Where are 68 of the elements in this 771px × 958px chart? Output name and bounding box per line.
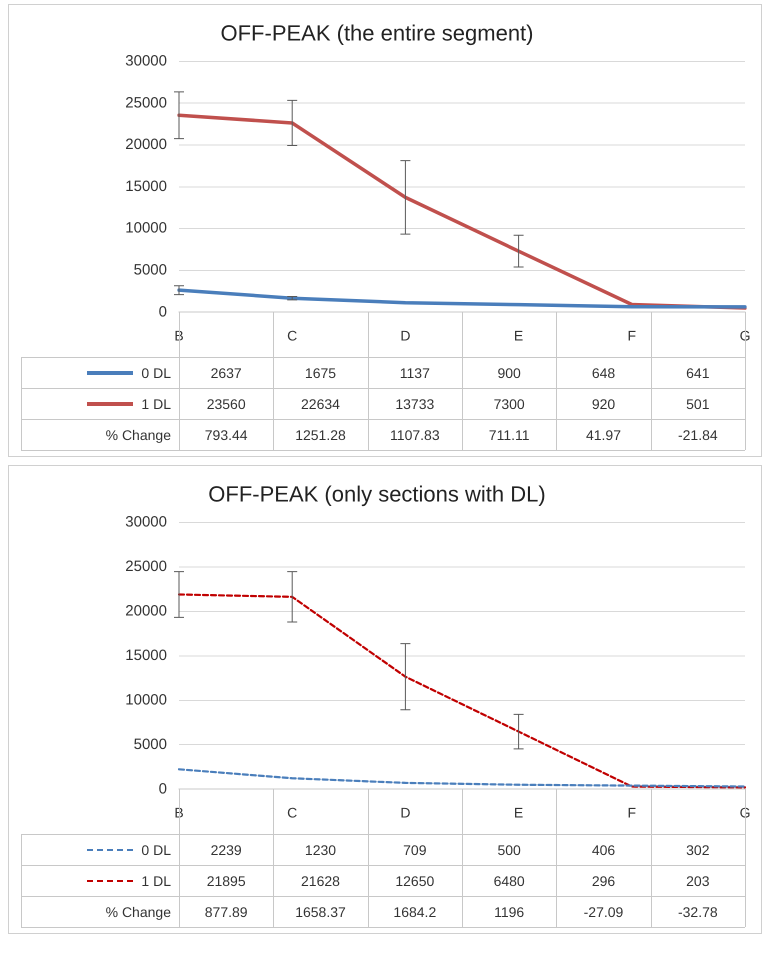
x-tick-label: E (514, 804, 524, 820)
data-label: 7300 (492, 394, 526, 414)
text: 793.44 (204, 426, 249, 444)
data-label: 21628 (300, 872, 341, 890)
text: 711.11 (488, 426, 531, 444)
y-tick-label: 15000 (125, 178, 167, 195)
text: 1658.37 (294, 902, 347, 922)
x-tick-label: F (628, 804, 636, 820)
legend-label: 1 DL (141, 872, 171, 888)
x-tick-label: D (400, 804, 410, 820)
data-label: 302 (685, 840, 710, 860)
y-tick-label: 0 (158, 303, 167, 320)
data-label: 6480 (492, 872, 526, 890)
text: 41.97 (584, 426, 622, 444)
text: 1107.83 (389, 426, 441, 444)
data-label: 709 (402, 840, 428, 860)
data-label: 1230 (304, 840, 338, 860)
y-tick-label: 10000 (125, 220, 167, 237)
x-tick-label: E (514, 327, 524, 344)
data-label: 22634 (300, 394, 341, 414)
y-tick-label: 5000 (134, 736, 167, 753)
data-label: 900 (496, 364, 522, 382)
y-tick-label: 5000 (134, 262, 167, 279)
y-tick-label: 20000 (125, 602, 167, 620)
data-label: 23560 (206, 394, 247, 414)
data-label: 2637 (210, 364, 243, 382)
data-label: 2239 (210, 840, 243, 860)
data-label: 500 (496, 840, 522, 860)
data-label: 1137 (398, 364, 431, 382)
y-tick-label: 30000 (125, 52, 167, 70)
text: 877.89 (204, 902, 249, 922)
text: % Change (106, 426, 171, 442)
y-tick-label: 30000 (125, 514, 167, 531)
data-label: 21895 (206, 872, 247, 890)
legend-label: 0 DL (141, 842, 171, 858)
text: % Change (106, 904, 171, 920)
x-tick-label: D (400, 327, 410, 344)
data-label: 406 (590, 840, 616, 860)
chart-title: OFF-PEAK (only sections with DL) (208, 481, 546, 506)
y-tick-label: 10000 (125, 691, 167, 708)
text: -32.78 (676, 902, 719, 922)
data-label: 920 (590, 394, 616, 414)
text: 1196 (493, 902, 526, 922)
chart-title: OFF-PEAK (the entire segment) (220, 20, 534, 46)
text: -21.84 (676, 426, 719, 444)
legend-label: 1 DL (141, 396, 171, 412)
y-tick-label: 25000 (125, 558, 167, 576)
data-label: 501 (685, 394, 710, 414)
x-tick-label: C (287, 804, 298, 820)
y-tick-label: 20000 (125, 136, 167, 154)
data-label: 12650 (394, 872, 436, 890)
x-tick-label: C (287, 327, 298, 344)
data-label: 203 (685, 872, 710, 890)
legend-label: 0 DL (141, 364, 171, 380)
y-tick-label: 15000 (125, 646, 167, 664)
data-label: 1675 (304, 364, 338, 382)
data-label: 296 (590, 872, 616, 890)
line-series (178, 768, 746, 788)
data-label: 641 (685, 364, 710, 382)
y-tick-label: 0 (158, 780, 167, 798)
x-tick-label: F (628, 327, 636, 344)
data-label: 13733 (394, 394, 436, 414)
text: 1251.28 (294, 426, 347, 444)
line-series (178, 593, 746, 788)
text: 1684.2 (392, 902, 438, 922)
y-tick-label: 25000 (125, 94, 167, 112)
data-label: 648 (590, 364, 616, 382)
text: -27.09 (582, 902, 624, 922)
